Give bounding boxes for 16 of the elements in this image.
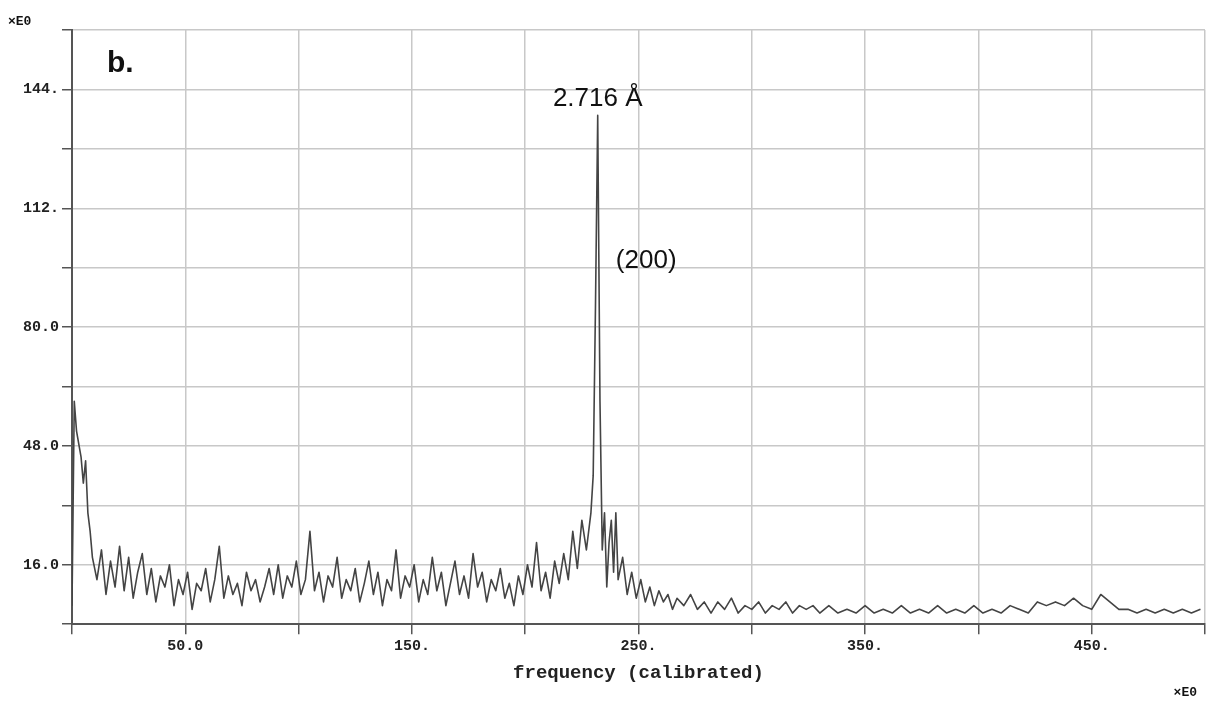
x-tick-label: 150. bbox=[393, 637, 430, 655]
x-tick-label: 250. bbox=[620, 637, 657, 655]
y-tick-label: 16.0 bbox=[22, 556, 60, 574]
annotation: b. bbox=[107, 45, 134, 78]
y-tick-label: 144. bbox=[22, 81, 60, 99]
y-tick-label: 48.0 bbox=[22, 437, 60, 455]
text: ×E0 bbox=[8, 14, 32, 29]
text: ×E0 bbox=[1173, 685, 1198, 701]
annotation: (200) bbox=[615, 243, 677, 274]
x-tick-label: 350. bbox=[847, 637, 884, 655]
annotation: 2.716 Å bbox=[552, 81, 644, 112]
x-tick-label: 50.0 bbox=[167, 637, 204, 655]
y-tick-label: 80.0 bbox=[22, 318, 60, 336]
x-axis-title: frequency (calibrated) bbox=[513, 662, 764, 685]
y-tick-label: 112. bbox=[22, 200, 60, 218]
x-tick-label: 450. bbox=[1073, 637, 1110, 655]
